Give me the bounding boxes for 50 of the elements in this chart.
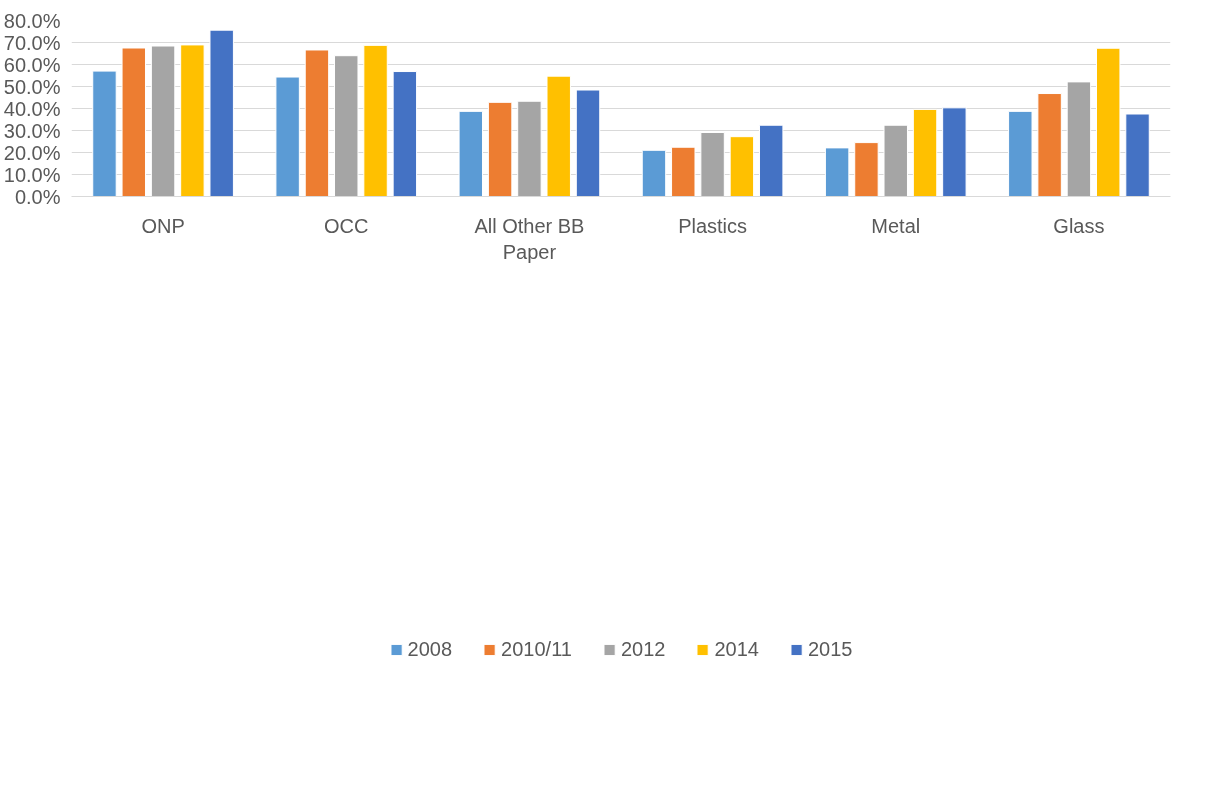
- bar: [209, 29, 234, 197]
- bar: [641, 149, 667, 197]
- bar: [854, 142, 879, 197]
- bar: [150, 45, 176, 197]
- legend-label: 2012: [620, 637, 666, 661]
- y-tick-label: 70.0%: [3, 31, 61, 54]
- y-tick-label: 30.0%: [3, 119, 61, 142]
- y-tick-label: 10.0%: [3, 163, 61, 186]
- x-tick-label: OCC: [324, 214, 369, 237]
- y-tick-label: 50.0%: [3, 75, 61, 98]
- bar: [575, 89, 601, 197]
- x-tick-label: Metal: [871, 214, 921, 237]
- bar: [671, 146, 696, 197]
- bar: [392, 71, 418, 197]
- bar: [729, 136, 755, 197]
- bar: [487, 101, 513, 197]
- bar: [121, 47, 146, 197]
- y-tick-label: 0.0%: [14, 185, 61, 208]
- bar: [180, 44, 205, 197]
- bar: [363, 44, 388, 197]
- bar: [92, 70, 117, 197]
- bar: [458, 110, 484, 197]
- legend-label: 2015: [807, 637, 853, 661]
- x-tick-label: Glass: [1053, 214, 1105, 237]
- bar: [1096, 47, 1121, 197]
- bar: [304, 49, 330, 197]
- bar: [1037, 93, 1062, 197]
- bar: [334, 55, 359, 197]
- bar: [517, 100, 542, 197]
- legend-label: 2014: [714, 637, 759, 661]
- legend-label: 2010/11: [501, 637, 572, 661]
- bar: [912, 108, 938, 197]
- bar: [1008, 110, 1033, 197]
- bar: [275, 76, 300, 197]
- bar: [1125, 113, 1150, 197]
- y-tick-label: 40.0%: [3, 97, 61, 120]
- bar: [700, 131, 725, 197]
- bar: [758, 124, 784, 197]
- bar: [883, 124, 908, 197]
- x-tick-label: Plastics: [678, 214, 748, 237]
- bar: [942, 107, 967, 197]
- y-tick-label: 60.0%: [3, 53, 61, 76]
- x-tick-label: ONP: [141, 214, 185, 237]
- bar: [546, 75, 571, 197]
- x-tick-label: All Other BB Paper: [474, 214, 585, 263]
- y-tick-label: 20.0%: [3, 141, 61, 164]
- bar: [1066, 81, 1092, 197]
- y-tick-label: 80.0%: [3, 9, 61, 32]
- bar: [824, 147, 850, 197]
- legend-label: 2008: [407, 637, 453, 661]
